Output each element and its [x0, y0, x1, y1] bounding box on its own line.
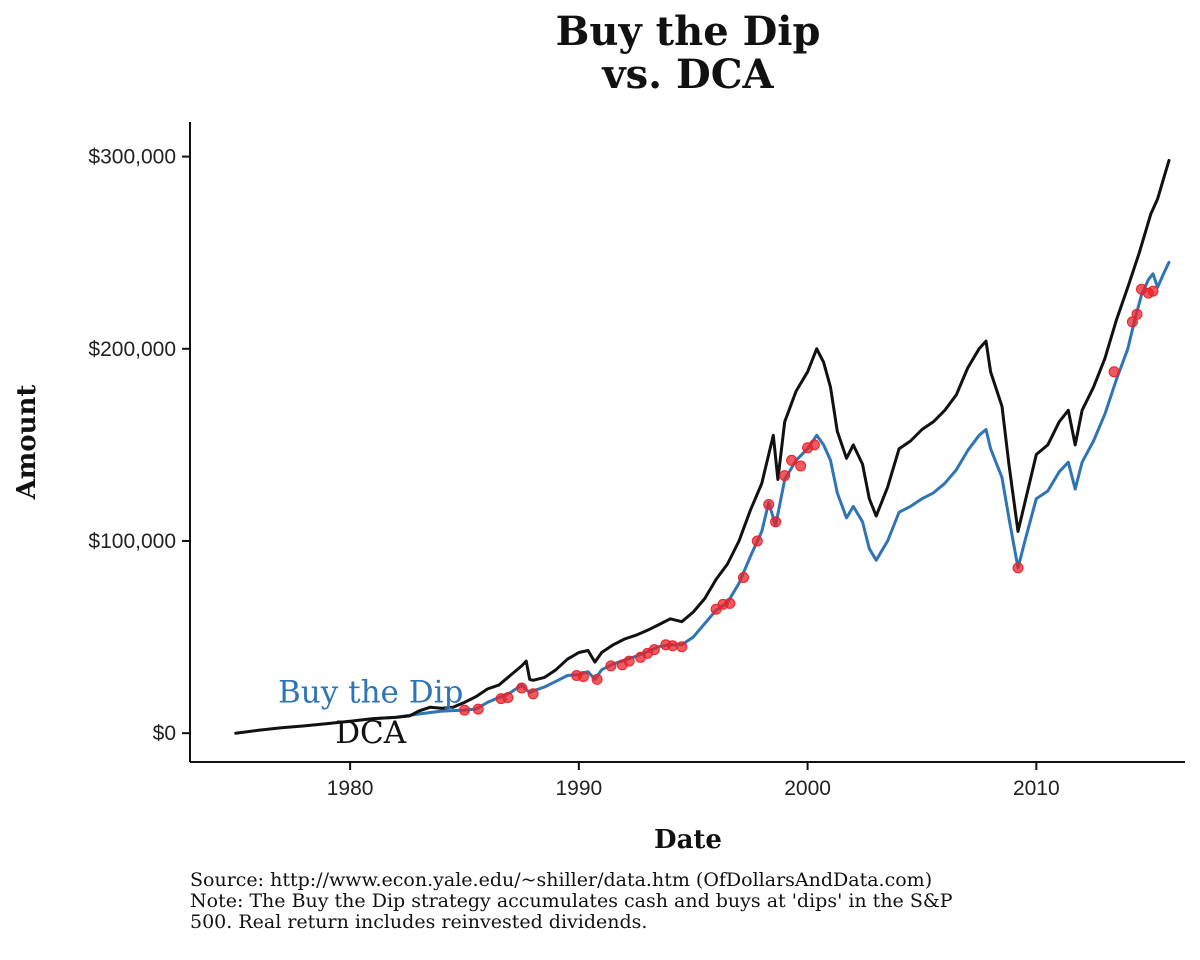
dip-buy-point	[808, 439, 820, 451]
dip-buy-point	[527, 688, 539, 700]
x-tick-label: 2010	[1013, 777, 1060, 800]
y-tick-label: $200,000	[88, 338, 176, 361]
dip-buy-point	[459, 704, 470, 716]
chart-caption: Source: http://www.econ.yale.edu/~shille…	[190, 870, 1170, 933]
axis-ticks: 1980 1990 2000 2010 $0 $100,000 $200,000 $300,0…	[88, 146, 1059, 800]
dip-buy-point	[779, 470, 791, 482]
dip-buy-point	[763, 499, 775, 510]
x-tick-label: 1990	[555, 777, 602, 800]
dip-buy-point	[623, 655, 635, 667]
dip-buy-point	[795, 460, 807, 472]
chart-title-line-1: Buy the Dip	[556, 8, 821, 55]
x-tick-label: 2000	[784, 777, 831, 800]
dip-buy-point	[724, 597, 736, 609]
dip-buy-point	[502, 692, 514, 704]
series-line-buy-the-dip	[371, 260, 1171, 721]
y-tick-label: $100,000	[88, 530, 176, 553]
chart-title-line-2: vs. DCA	[601, 51, 774, 98]
dip-buy-point	[591, 673, 603, 685]
series-label-buy-the-dip: Buy the Dip	[278, 674, 463, 710]
caption-source: Source: http://www.econ.yale.edu/~shille…	[190, 869, 933, 891]
caption-note-line-2: 500. Real return includes reinvested div…	[190, 911, 648, 933]
dip-buy-point	[516, 682, 528, 694]
dip-buy-point	[667, 640, 679, 652]
dip-buy-point	[1108, 366, 1120, 378]
series-label-dca: DCA	[335, 715, 407, 751]
x-axis-title: Date	[654, 825, 722, 855]
dip-buy-point	[676, 641, 688, 653]
dip-buy-point	[577, 671, 589, 682]
dip-buy-point	[751, 535, 763, 547]
dip-buy-point	[738, 572, 749, 583]
dip-buy-point	[1147, 285, 1159, 297]
caption-note-line-1: Note: The Buy the Dip strategy accumulat…	[190, 890, 953, 912]
y-axis-title: Amount	[12, 385, 42, 501]
series-line-dca	[234, 158, 1171, 735]
y-tick-label: $0	[153, 722, 176, 745]
dip-buy-point	[472, 703, 484, 715]
series-labels: Buy the Dip DCA	[278, 674, 463, 750]
dip-buy-point	[605, 660, 617, 672]
dip-buy-point	[1012, 562, 1024, 574]
dip-buy-point	[648, 644, 660, 656]
dip-buy-point	[1131, 308, 1143, 320]
dip-buy-point	[786, 454, 798, 466]
y-tick-label: $300,000	[88, 146, 176, 169]
plot-area	[234, 158, 1171, 735]
dip-buy-point	[770, 516, 782, 528]
x-tick-label: 1980	[327, 777, 374, 800]
